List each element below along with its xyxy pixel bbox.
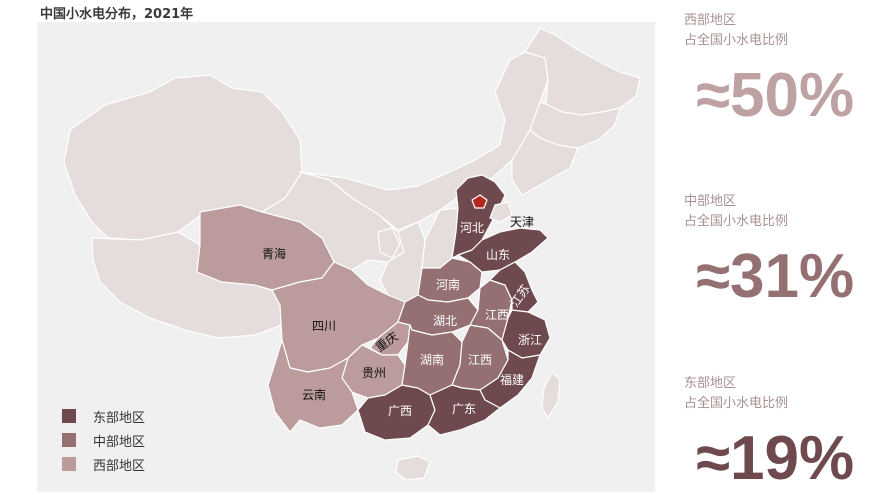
stat-west-label-line2: 占全国小水电比例 xyxy=(684,33,789,48)
region-taiwan xyxy=(541,371,561,419)
legend-item-central: 中部地区 xyxy=(62,428,145,452)
region-liaoning xyxy=(511,129,579,196)
region-guangdong xyxy=(427,384,501,436)
region-jiangsu xyxy=(489,261,539,313)
label-guangxi: 广西 xyxy=(388,404,412,418)
legend-swatch-west xyxy=(62,457,76,471)
region-heilongjiang xyxy=(524,27,641,116)
label-hebei: 河北 xyxy=(460,221,484,235)
label-hunan: 湖南 xyxy=(420,352,444,367)
label-yunnan: 云南 xyxy=(302,387,326,402)
stat-central-value: ≈31% xyxy=(696,242,855,311)
stat-central-label-line1: 中部地区 xyxy=(684,194,737,209)
region-anhui xyxy=(469,279,513,341)
label-shandong: 山东 xyxy=(486,248,510,262)
legend-item-east: 东部地区 xyxy=(62,404,145,428)
label-guizhou: 贵州 xyxy=(362,366,386,380)
stat-west-value: ≈50% xyxy=(696,61,855,130)
chart-title: 中国小水电分布，2021年 xyxy=(40,7,194,22)
china-map: 青海 四川 重庆 贵州 云南 广西 广东 湖南 湖北 河南 江西 江西 福建 浙… xyxy=(63,27,641,481)
legend-label-west: 西部地区 xyxy=(93,458,146,474)
legend-item-west: 西部地区 xyxy=(62,452,145,476)
stat-east-label-line1: 东部地区 xyxy=(684,376,737,391)
label-zhejiang: 浙江 xyxy=(518,333,542,347)
label-henan: 河南 xyxy=(436,277,460,292)
label-hubei: 湖北 xyxy=(433,313,457,328)
stat-west: 西部地区 占全国小水电比例 ≈50% xyxy=(684,11,874,127)
region-yunnan xyxy=(267,339,359,433)
label-anhui: 江西 xyxy=(485,308,509,322)
label-tianjin: 天津 xyxy=(510,215,534,229)
label-sichuan: 四川 xyxy=(312,319,336,333)
region-hainan xyxy=(395,455,431,481)
label-guangdong: 广东 xyxy=(452,402,476,416)
stat-east: 东部地区 占全国小水电比例 ≈19% xyxy=(684,374,874,490)
region-beijing xyxy=(471,194,488,209)
region-ningxia xyxy=(377,227,401,259)
label-fujian: 福建 xyxy=(500,372,524,387)
map-legend: 东部地区 中部地区 西部地区 xyxy=(62,404,145,476)
map-labels: 青海 四川 重庆 贵州 云南 广西 广东 湖南 湖北 河南 江西 江西 福建 浙… xyxy=(262,215,542,418)
label-jiangxi: 江西 xyxy=(468,353,492,367)
legend-swatch-central xyxy=(62,433,76,447)
stat-west-label-line1: 西部地区 xyxy=(684,13,737,28)
stat-east-value: ≈19% xyxy=(696,424,855,493)
legend-swatch-east xyxy=(62,409,76,423)
legend-label-east: 东部地区 xyxy=(93,410,146,426)
region-zhejiang xyxy=(501,309,551,359)
label-qinghai: 青海 xyxy=(262,246,286,261)
stat-central-label-line2: 占全国小水电比例 xyxy=(684,214,789,229)
legend-label-central: 中部地区 xyxy=(93,434,146,450)
map-panel: 青海 四川 重庆 贵州 云南 广西 广东 湖南 湖北 河南 江西 江西 福建 浙… xyxy=(37,22,655,492)
stat-central: 中部地区 占全国小水电比例 ≈31% xyxy=(684,192,874,308)
stat-east-label-line2: 占全国小水电比例 xyxy=(684,396,789,411)
region-tianjin xyxy=(489,201,513,223)
